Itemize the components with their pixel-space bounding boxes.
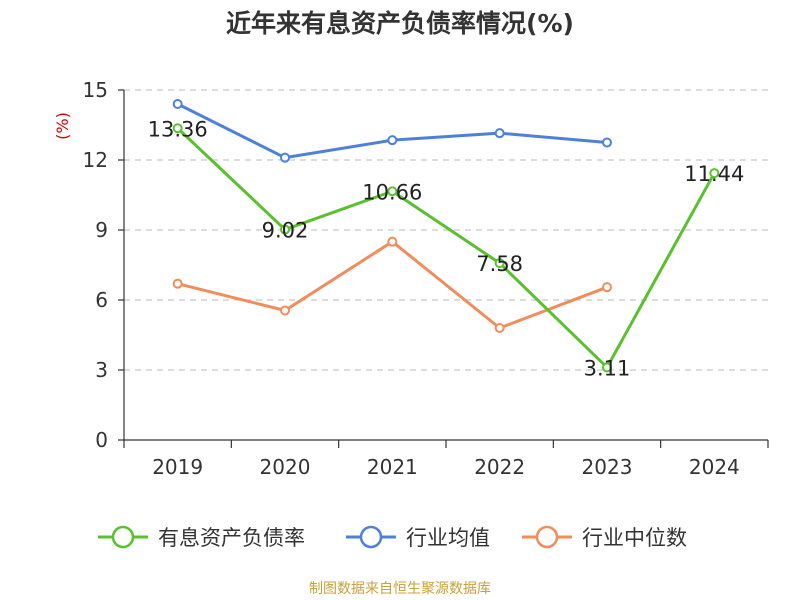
legend-marker — [111, 525, 135, 549]
data-point — [602, 362, 612, 373]
y-tick-label: 0 — [95, 428, 108, 452]
legend-item-0: 有息资产负债率 — [98, 525, 305, 550]
data-label: 3.11 — [584, 356, 631, 380]
y-tick-label: 12 — [83, 148, 108, 172]
x-tick-label-2023: 2023 — [582, 455, 633, 479]
data-label: 7.58 — [476, 252, 523, 276]
chart-title: 近年来有息资产负债率情况(%) — [226, 9, 574, 38]
data-label: 9.02 — [262, 219, 309, 243]
data-label: 13.36 — [148, 117, 208, 141]
series-line-2 — [177, 240, 608, 330]
grid-layer — [124, 89, 768, 371]
y-tick-label: 6 — [95, 288, 108, 312]
data-point — [387, 135, 398, 146]
x-tick-label-2024: 2024 — [689, 455, 740, 479]
data-point — [172, 123, 183, 134]
data-point — [387, 236, 398, 247]
y-tick-label: 3 — [95, 358, 108, 382]
data-point — [602, 282, 612, 293]
data-point — [602, 137, 612, 148]
series-line-1 — [176, 102, 608, 160]
series-layer — [172, 99, 720, 373]
data-point — [280, 224, 290, 235]
legend-label: 行业均值 — [406, 526, 490, 550]
legend-item-1: 行业均值 — [346, 525, 490, 550]
series-line-0 — [176, 127, 716, 369]
data-point — [387, 186, 398, 197]
data-label: 11.44 — [684, 162, 744, 186]
data-label-layer: 13.36 9.02 10.66 7.58 3.11 11.44 — [148, 117, 745, 380]
x-tick-label-2022: 2022 — [474, 455, 525, 479]
data-point — [494, 128, 505, 139]
x-tick-label-2019: 2019 — [152, 455, 203, 479]
data-source-note: 制图数据来自恒生聚源数据库 — [309, 581, 491, 597]
data-point — [494, 323, 505, 333]
data-point — [280, 152, 290, 163]
y-axis-unit-label: (%) — [53, 112, 72, 140]
data-point — [172, 99, 183, 109]
data-point — [280, 305, 290, 316]
legend-label: 行业中位数 — [582, 526, 687, 550]
data-point — [494, 258, 505, 269]
legend: 有息资产负债率 行业均值 行业中位数 — [98, 525, 687, 550]
legend-marker — [535, 525, 559, 549]
y-tick-label: 15 — [83, 78, 108, 102]
y-tick-label: 9 — [95, 218, 108, 242]
legend-marker — [359, 525, 383, 549]
data-label: 10.66 — [362, 180, 422, 204]
legend-item-2: 行业中位数 — [522, 525, 687, 550]
legend-label: 有息资产负债率 — [158, 526, 305, 550]
x-tick-label-2020: 2020 — [260, 455, 311, 479]
data-point — [709, 168, 720, 179]
axis-layer: 0 3 6 9 12 15 2019 2020 2021 2022 2023 2024 — [83, 78, 769, 479]
x-tick-label-2021: 2021 — [367, 455, 418, 479]
data-point — [172, 278, 183, 289]
